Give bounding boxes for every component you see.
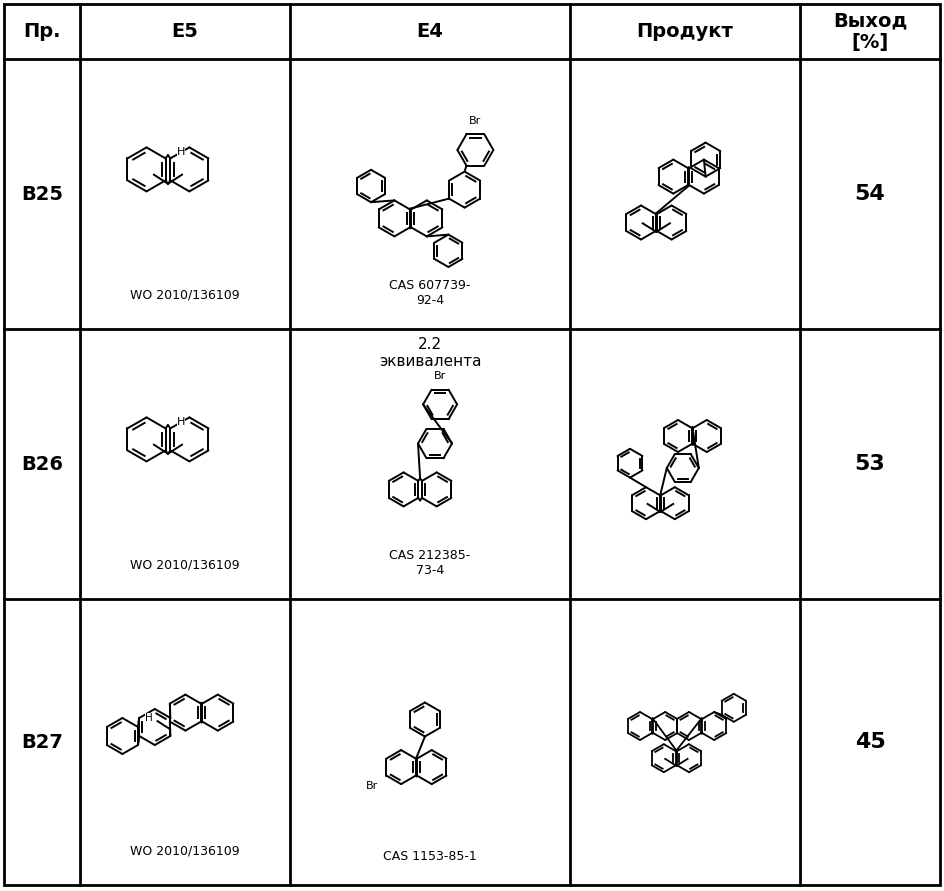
- Text: В26: В26: [21, 454, 63, 473]
- Text: WO 2010/136109: WO 2010/136109: [130, 288, 240, 301]
- Text: Br: Br: [434, 372, 447, 381]
- Text: 54: 54: [854, 184, 885, 204]
- Text: WO 2010/136109: WO 2010/136109: [130, 558, 240, 571]
- Text: Br: Br: [469, 116, 481, 126]
- Text: CAS 607739-
92-4: CAS 607739- 92-4: [389, 279, 471, 307]
- Text: 2.2
эквивалента: 2.2 эквивалента: [379, 337, 481, 370]
- Text: H: H: [177, 417, 185, 427]
- Text: 53: 53: [854, 454, 885, 474]
- Text: Продукт: Продукт: [636, 22, 733, 41]
- Text: Выход
[%]: Выход [%]: [833, 11, 907, 52]
- Text: Е4: Е4: [416, 22, 444, 41]
- Text: 45: 45: [854, 732, 885, 752]
- Text: CAS 212385-
73-4: CAS 212385- 73-4: [389, 549, 471, 577]
- Text: В25: В25: [21, 184, 63, 203]
- Text: H: H: [144, 713, 152, 723]
- Text: H: H: [177, 147, 185, 157]
- Text: В27: В27: [21, 732, 63, 751]
- Text: Е5: Е5: [172, 22, 198, 41]
- Text: Br: Br: [366, 781, 379, 790]
- Text: WO 2010/136109: WO 2010/136109: [130, 844, 240, 857]
- Text: CAS 1153-85-1: CAS 1153-85-1: [383, 850, 477, 863]
- Text: Пр.: Пр.: [24, 22, 60, 41]
